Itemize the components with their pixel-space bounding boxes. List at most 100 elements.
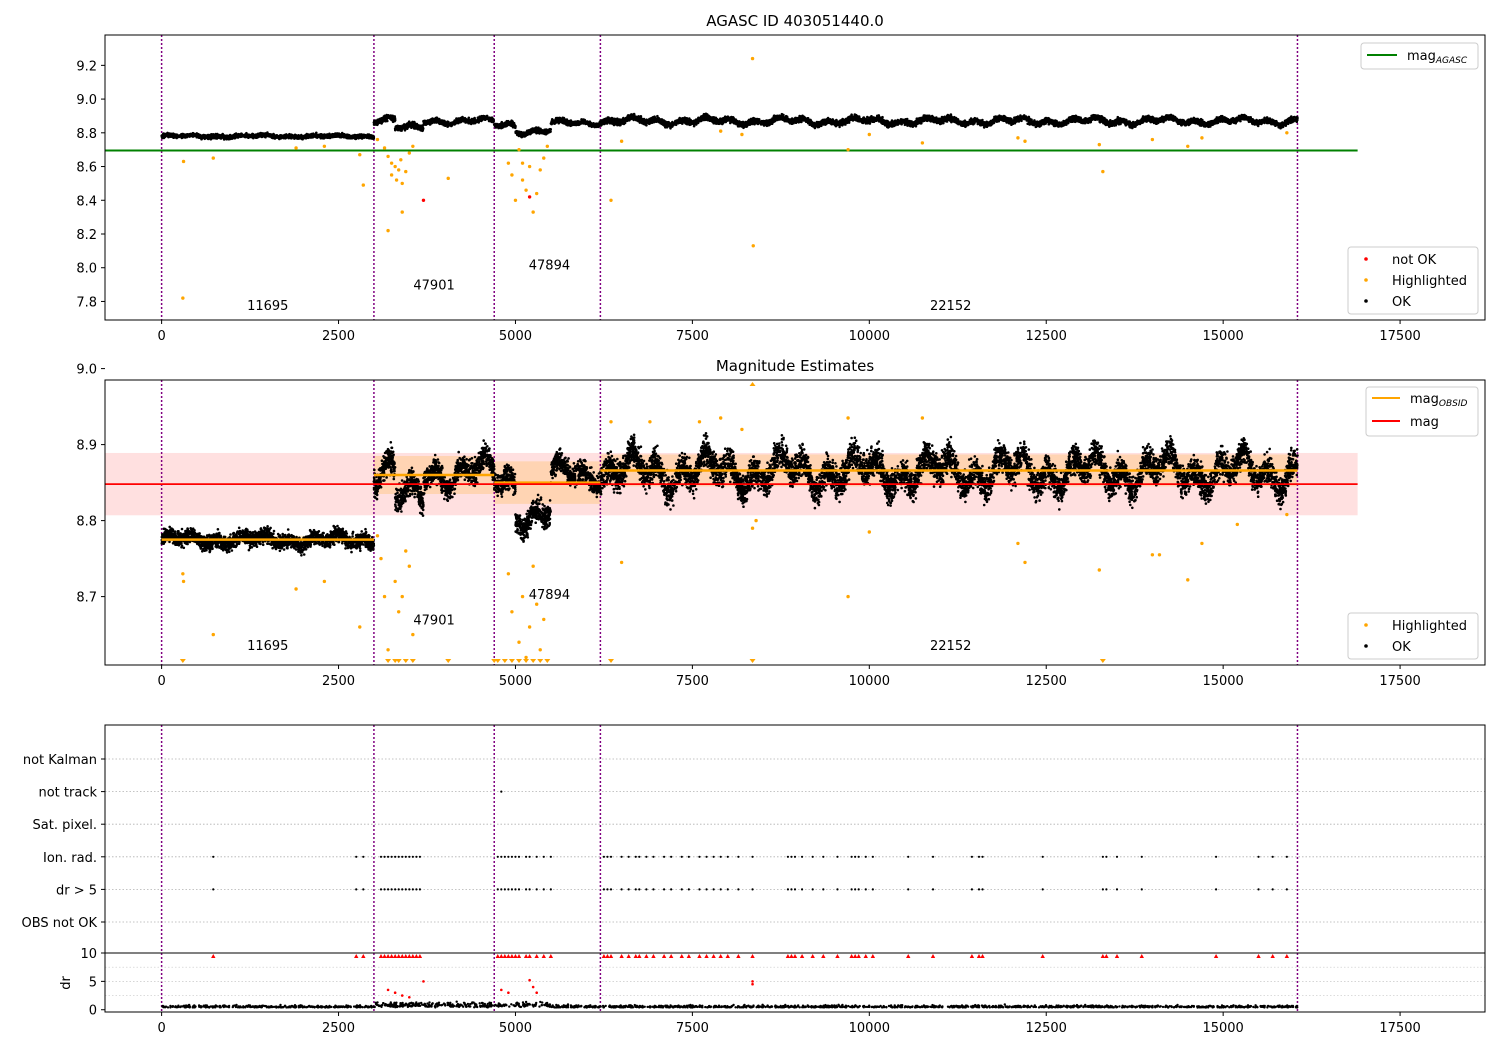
ok-point xyxy=(586,122,590,125)
ok-point xyxy=(280,135,283,139)
ok-point xyxy=(360,133,364,137)
ok-point xyxy=(315,135,319,138)
ok-point xyxy=(375,121,379,124)
ok-point xyxy=(466,119,470,123)
ok-point xyxy=(230,135,233,139)
ok-point xyxy=(385,117,389,120)
ok-point xyxy=(453,120,457,123)
ok-point xyxy=(295,134,298,138)
ok-point xyxy=(172,133,176,136)
ok-point xyxy=(236,134,239,137)
ok-point xyxy=(266,131,269,134)
ok-points xyxy=(160,112,1299,141)
ok-point xyxy=(378,119,382,123)
ok-point xyxy=(431,120,435,123)
ok-point xyxy=(400,126,404,129)
ok-point xyxy=(596,125,599,128)
ok-point xyxy=(310,136,314,139)
ok-point xyxy=(547,128,550,132)
ok-point xyxy=(392,116,396,119)
ok-point xyxy=(203,135,206,139)
ok-point xyxy=(590,122,593,125)
ok-point xyxy=(211,135,214,139)
ok-point xyxy=(567,122,570,125)
ok-point xyxy=(300,136,304,139)
ok-point xyxy=(499,124,502,127)
agasc-panel: AGASC ID 403051440.011695479014789422152… xyxy=(76,12,1486,344)
ok-point xyxy=(419,124,422,128)
ok-point xyxy=(335,133,339,137)
ok-point xyxy=(580,121,583,125)
ok-point xyxy=(514,126,517,130)
ok-point xyxy=(492,118,495,121)
ok-point xyxy=(247,136,250,139)
ok-point xyxy=(412,125,416,128)
ok-point xyxy=(446,124,449,128)
ok-point xyxy=(381,117,384,121)
ok-point xyxy=(405,124,408,128)
ok-point xyxy=(188,133,191,136)
ok-point xyxy=(511,126,515,129)
ok-point xyxy=(233,136,236,140)
ok-point xyxy=(501,126,504,129)
ok-point xyxy=(340,133,343,137)
ok-point xyxy=(692,124,696,128)
ok-point xyxy=(205,135,209,138)
ok-point xyxy=(559,117,562,121)
ok-point xyxy=(477,121,481,124)
ok-point xyxy=(421,127,425,130)
ok-point xyxy=(539,131,543,134)
ok-point xyxy=(245,133,249,137)
ok-point xyxy=(305,132,309,136)
ok-point xyxy=(564,119,567,123)
ok-point xyxy=(542,129,545,133)
ok-point xyxy=(383,115,386,118)
ok-point xyxy=(515,130,519,134)
ok-point xyxy=(536,128,539,132)
ok-point xyxy=(439,120,443,124)
ok-point xyxy=(342,135,346,139)
ok-point xyxy=(403,129,407,132)
ok-point xyxy=(191,132,194,135)
ok-point xyxy=(410,126,413,129)
ok-point xyxy=(434,121,438,124)
ok-point xyxy=(175,133,179,137)
ok-point xyxy=(252,135,256,138)
ok-point xyxy=(524,132,528,136)
ok-point xyxy=(240,132,243,136)
ok-point xyxy=(582,120,585,124)
chart-title: AGASC ID 403051440.0 xyxy=(706,12,884,30)
ok-point xyxy=(486,116,489,120)
ok-point xyxy=(322,135,326,139)
ok-point xyxy=(304,136,308,140)
ok-point xyxy=(191,134,194,138)
ok-point xyxy=(200,137,203,141)
ok-point xyxy=(573,123,576,127)
ok-point xyxy=(332,135,336,138)
ok-point xyxy=(481,117,485,120)
ok-point xyxy=(522,131,526,134)
ok-point xyxy=(406,122,410,125)
ok-point xyxy=(275,136,279,139)
ok-point xyxy=(291,135,295,138)
ok-point xyxy=(312,133,316,136)
ok-point xyxy=(461,117,465,120)
ok-point xyxy=(429,122,432,126)
ok-point xyxy=(221,135,225,138)
ok-point xyxy=(262,133,266,136)
ok-point xyxy=(576,123,580,126)
ok-point xyxy=(224,135,228,139)
ok-point xyxy=(424,123,428,126)
ok-point xyxy=(272,134,276,137)
ok-point xyxy=(544,129,548,133)
ok-point xyxy=(550,118,554,121)
ok-point xyxy=(260,132,263,135)
ok-point xyxy=(410,121,414,125)
ok-point xyxy=(529,131,533,134)
ok-point xyxy=(319,134,322,138)
ok-point xyxy=(322,133,326,136)
ok-point xyxy=(183,133,186,137)
ok-point xyxy=(180,135,183,138)
ok-point xyxy=(352,136,356,139)
ok-point xyxy=(330,133,333,137)
